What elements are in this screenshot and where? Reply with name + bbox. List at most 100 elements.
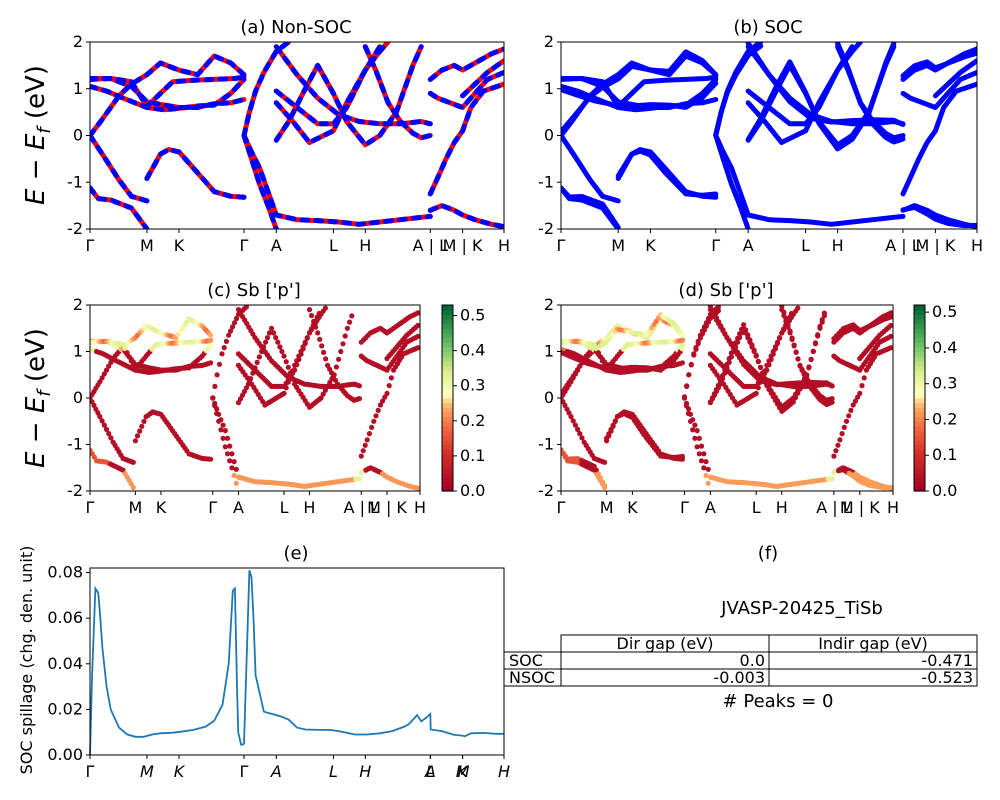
panel-b-title: (b) SOC (733, 17, 802, 38)
projection-point (591, 341, 597, 348)
colorbar-tick-label: 0.0 (932, 481, 957, 500)
projection-point (597, 475, 604, 481)
projection-point (302, 339, 308, 345)
band-line (615, 148, 719, 198)
panel-a-title: (a) Non-SOC (240, 17, 351, 38)
band-line (273, 44, 383, 145)
x-tick-label: M | K (915, 236, 955, 255)
colorbar-segment (442, 430, 453, 436)
projection-point (783, 316, 789, 322)
y-tick-label: 2 (73, 32, 83, 51)
x-tick-label: M (140, 762, 154, 781)
colorbar-segment (914, 430, 925, 436)
projection-point (817, 323, 823, 329)
projection-point (711, 391, 718, 397)
x-tick-label: H (359, 762, 371, 781)
projection-point (829, 399, 835, 405)
projection-point (108, 435, 114, 441)
projection-point (888, 314, 893, 320)
projection-point (263, 339, 269, 345)
projection-point (227, 443, 233, 449)
projection-point (679, 332, 686, 338)
projection-point (713, 386, 720, 393)
panel-f: (f) JVASP-20425_TiSb Dir gap (eV) Indir … (503, 543, 978, 712)
colorbar-segment (442, 453, 453, 460)
colorbar-segment (442, 467, 453, 473)
projected-points (90, 305, 420, 491)
panel-a: (a) Non-SOC E − Ef (eV) -2 -1 0 1 2 Γ M K Γ A L H A … (21, 17, 510, 255)
projection-point (323, 356, 329, 362)
projection-point (224, 451, 231, 457)
projection-point (709, 307, 716, 313)
projection-point (373, 413, 379, 419)
projection-point (287, 374, 293, 380)
projection-point (220, 435, 226, 441)
projection-point (103, 426, 110, 432)
colorbar-segment (914, 379, 925, 385)
colorbar-segment (914, 384, 925, 390)
projection-point (705, 480, 711, 486)
colorbar-segment (442, 458, 453, 464)
colorbar-segment (442, 342, 453, 348)
y-tick-label: 0.04 (47, 654, 83, 673)
colorbar-segment (914, 486, 925, 492)
band-line (362, 44, 433, 141)
projection-point (300, 344, 306, 350)
projection-point (705, 466, 711, 472)
projection-point (268, 325, 275, 331)
colorbar-segment (914, 337, 925, 343)
colorbar-segment (914, 360, 925, 367)
projection-point (699, 331, 706, 337)
colorbar-segment (914, 388, 925, 394)
colorbar-segment (442, 309, 453, 315)
colorbar-segment (914, 398, 925, 404)
x-tick-label: Γ (711, 236, 720, 255)
projection-point (888, 333, 893, 339)
projection-point (602, 459, 608, 465)
colorbar-segment (914, 309, 925, 315)
projection-point (685, 410, 692, 417)
projection-point (688, 362, 694, 368)
y-tick-label: 0 (73, 126, 83, 145)
projection-point (101, 371, 107, 377)
colorbar-segment (442, 472, 453, 478)
projection-point (684, 383, 690, 389)
y-tick-label: 0.08 (47, 563, 83, 582)
projection-point (97, 414, 103, 420)
projection-point (745, 332, 751, 338)
projection-point (829, 476, 835, 482)
projection-point (608, 426, 614, 433)
projection-point (99, 375, 105, 381)
projection-point (120, 341, 126, 348)
x-tick-label: A | L (885, 236, 921, 255)
x-tick-label: Γ (86, 236, 95, 255)
projection-point (231, 320, 238, 326)
colorbar-segment (442, 332, 453, 339)
colorbar-segment (442, 393, 453, 399)
panel-a-plot-area: -2 -1 0 1 2 Γ M K Γ A L H A | LM | K H (67, 32, 510, 255)
colorbar-segment (442, 486, 453, 492)
projection-point (787, 328, 793, 334)
projection-point (130, 362, 136, 368)
projection-point (371, 418, 377, 424)
colorbar-segment (914, 444, 925, 450)
colorbar-segment (442, 305, 453, 311)
x-tick-label: M (600, 498, 614, 517)
projection-point (281, 353, 287, 359)
x-tick-label: M (128, 498, 142, 517)
projection-point (285, 364, 291, 370)
projection-point (99, 418, 105, 424)
colorbar-segment (914, 323, 925, 329)
colorbar-frame (913, 304, 926, 492)
colorbar-segment (442, 421, 453, 427)
projection-point (698, 443, 705, 449)
projection-point (793, 349, 799, 355)
projection-point (271, 330, 277, 336)
projection-point (772, 344, 779, 350)
projection-point (799, 367, 805, 373)
colorbar-frame (441, 304, 454, 492)
projection-point (358, 453, 364, 459)
projection-point (683, 403, 690, 409)
projection-point (294, 358, 300, 364)
projection-point (132, 438, 138, 444)
